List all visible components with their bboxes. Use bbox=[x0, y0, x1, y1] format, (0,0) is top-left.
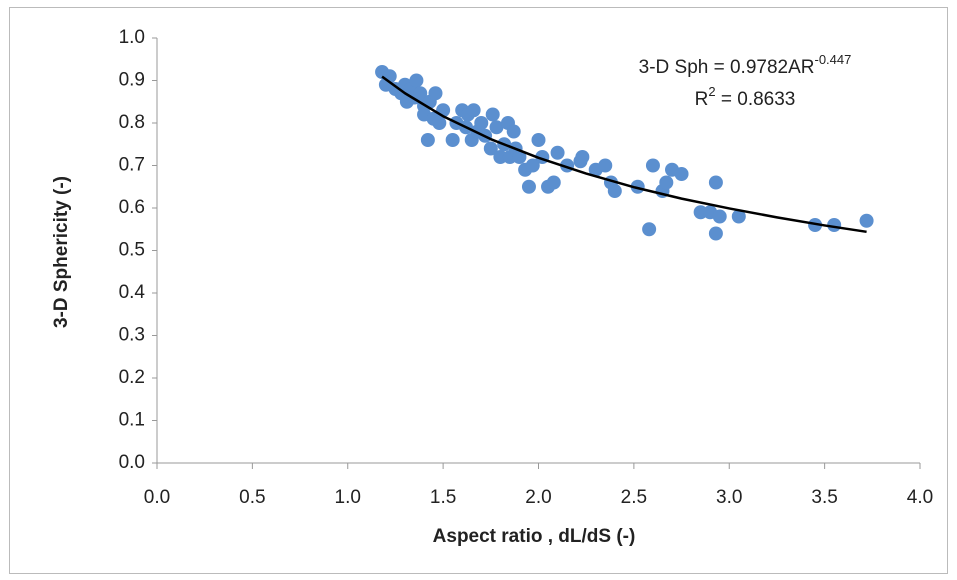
point bbox=[413, 86, 428, 101]
point bbox=[645, 158, 660, 173]
x-axis-title: Aspect ratio , dL/dS (-) bbox=[433, 526, 636, 547]
x-tick-label: 0.5 bbox=[239, 487, 265, 508]
point bbox=[466, 103, 481, 118]
x-tick-label: 4.0 bbox=[907, 487, 933, 508]
point bbox=[659, 175, 674, 190]
y-tick-label: 0.6 bbox=[119, 197, 145, 218]
point bbox=[483, 141, 498, 156]
equation: 3-D Sph = 0.9782AR-0.447 bbox=[639, 52, 852, 78]
point bbox=[432, 116, 447, 130]
point bbox=[712, 209, 727, 224]
x-tick-label: 3.0 bbox=[716, 487, 742, 508]
point bbox=[598, 158, 613, 173]
y-tick-label: 0.4 bbox=[119, 282, 146, 303]
point bbox=[708, 226, 723, 241]
x-tick-label: 2.0 bbox=[525, 487, 551, 508]
point bbox=[550, 145, 565, 160]
r2-exponent: 2 bbox=[708, 84, 715, 99]
x-tick-label: 1.0 bbox=[335, 487, 361, 508]
point bbox=[420, 133, 435, 147]
point bbox=[512, 150, 527, 164]
point bbox=[445, 133, 460, 147]
y-tick-label: 0.9 bbox=[119, 70, 145, 91]
point bbox=[859, 213, 874, 228]
r2-rest: = 0.8633 bbox=[716, 89, 796, 110]
point bbox=[630, 179, 645, 194]
point bbox=[674, 167, 689, 181]
point bbox=[525, 158, 540, 173]
y-tick-label: 0.3 bbox=[119, 325, 145, 346]
trend-line bbox=[381, 75, 867, 234]
point bbox=[607, 184, 622, 198]
y-tick-label: 0.0 bbox=[119, 452, 145, 473]
equation-text: 3-D Sph = 0.9782AR bbox=[639, 57, 815, 78]
y-tick-label: 0.5 bbox=[119, 240, 145, 261]
point bbox=[506, 124, 521, 139]
x-tick-label: 0.0 bbox=[144, 487, 170, 508]
point bbox=[485, 107, 500, 122]
y-tick-label: 0.8 bbox=[119, 112, 145, 133]
y-tick-label: 0.1 bbox=[119, 410, 145, 431]
point bbox=[731, 209, 746, 224]
y-tick-label: 0.7 bbox=[119, 155, 145, 176]
r2-base: R bbox=[695, 89, 709, 110]
point bbox=[575, 150, 590, 164]
x-tick-label: 2.5 bbox=[621, 487, 647, 508]
y-tick-label: 1.0 bbox=[119, 27, 145, 48]
point bbox=[474, 116, 489, 130]
point bbox=[428, 86, 443, 101]
point bbox=[521, 179, 536, 194]
point bbox=[531, 133, 546, 147]
r-squared: R2 = 0.8633 bbox=[695, 84, 796, 110]
point bbox=[409, 73, 424, 88]
chart-border bbox=[9, 7, 948, 574]
point bbox=[489, 120, 504, 135]
equation-exponent: -0.447 bbox=[815, 52, 852, 67]
point bbox=[546, 175, 561, 190]
y-tick-label: 0.2 bbox=[119, 367, 145, 388]
y-axis-title: 3-D Sphericity (-) bbox=[51, 176, 72, 328]
point bbox=[642, 222, 657, 237]
x-tick-label: 1.5 bbox=[430, 487, 456, 508]
x-tick-label: 3.5 bbox=[811, 487, 837, 508]
point bbox=[708, 175, 723, 190]
